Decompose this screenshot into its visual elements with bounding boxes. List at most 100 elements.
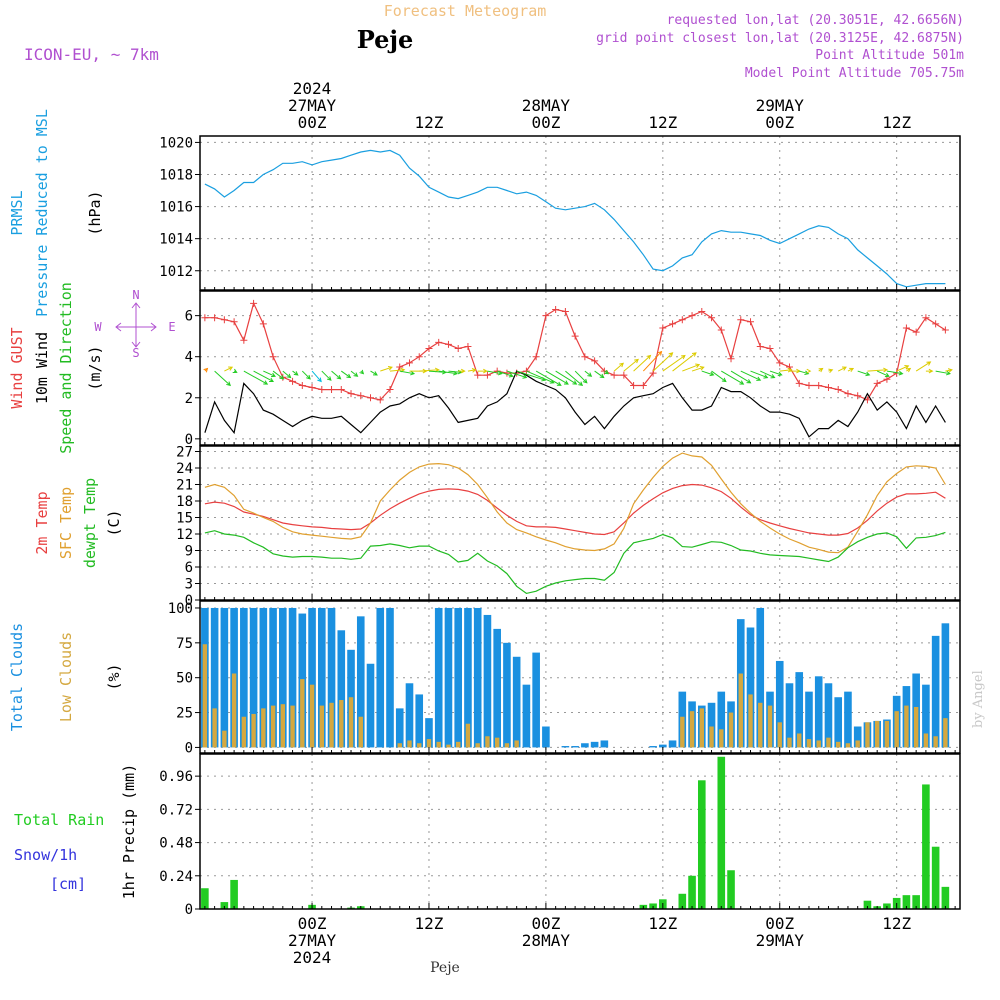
wind-arrow: [243, 370, 269, 385]
bar-total-clouds: [327, 607, 336, 748]
wind-arrow: [945, 368, 953, 373]
y-tick-label: 100: [168, 601, 193, 617]
time-label: 2024: [293, 79, 332, 98]
bar-total-rain: [220, 902, 229, 909]
gust-marker: [698, 308, 706, 316]
bar-total-clouds: [600, 740, 609, 748]
y-tick-label: 50: [176, 671, 193, 687]
wind-arrow: [847, 367, 855, 373]
gust-marker: [337, 386, 345, 394]
bar-total-clouds: [240, 607, 248, 748]
y-tick-label: 0.24: [159, 869, 193, 885]
bar-low-clouds: [738, 673, 743, 748]
gust-marker: [571, 332, 579, 340]
wind-arrow: [906, 367, 912, 373]
wind-arrow: [535, 370, 562, 386]
requested-coords: requested lon,lat (20.3051E, 42.6656N): [667, 13, 964, 28]
bar-total-rain: [931, 846, 940, 909]
bar-low-clouds: [358, 716, 363, 748]
series-line: [204, 301, 946, 401]
y-tick-label: 4: [185, 350, 193, 366]
bar-low-clouds: [465, 723, 471, 748]
gust-marker: [376, 396, 384, 404]
bar-total-clouds: [581, 743, 589, 748]
bar-total-rain: [727, 870, 735, 909]
wind-arrow: [253, 370, 275, 383]
bar-low-clouds: [845, 743, 851, 748]
wind-arrow: [652, 352, 674, 372]
wind-arrow: [584, 370, 593, 377]
bar-total-rain: [230, 879, 238, 909]
wind-arrow: [359, 369, 365, 375]
bar-low-clouds: [339, 700, 344, 748]
bar-low-clouds: [202, 644, 208, 748]
gust-marker: [863, 396, 871, 404]
bar-low-clouds: [719, 729, 724, 748]
location-title: Peje: [357, 25, 414, 54]
wind-arrow: [915, 361, 932, 372]
bar-total-clouds: [473, 607, 482, 748]
gust-marker: [844, 390, 852, 398]
bar-total-rain: [678, 893, 687, 909]
y-tick-label: 1014: [159, 232, 193, 248]
wind-arrow: [311, 370, 322, 383]
wind-arrow: [828, 368, 834, 374]
y-tick-label: 1016: [159, 200, 193, 216]
gust-marker: [922, 314, 930, 322]
bar-low-clouds: [689, 711, 695, 748]
y-tick-label: 21: [176, 478, 193, 494]
bar-low-clouds: [290, 705, 295, 748]
gust-marker: [298, 381, 306, 389]
y-axis-label: (m/s): [86, 345, 104, 390]
bar-total-clouds: [717, 691, 726, 748]
bar-low-clouds: [904, 705, 909, 748]
bar-total-rain: [863, 900, 872, 909]
wind-arrow: [506, 370, 528, 379]
wind-arrow: [214, 370, 231, 387]
bar-total-clouds: [668, 740, 677, 748]
gust-marker: [912, 328, 920, 336]
y-axis-label: 10m Wind: [33, 332, 51, 404]
gust-marker: [708, 314, 716, 322]
wind-arrow: [340, 370, 352, 379]
bar-low-clouds: [475, 743, 480, 748]
bar-total-clouds: [561, 746, 570, 748]
bar-total-clouds: [269, 607, 277, 748]
y-tick-label: 75: [176, 636, 193, 652]
wind-arrow: [594, 370, 605, 379]
y-tick-label: 9: [185, 544, 193, 560]
footer-location: Peje: [430, 960, 460, 976]
time-label: 00Z: [765, 113, 794, 132]
y-tick-label: 18: [176, 494, 193, 510]
y-tick-label: 1020: [159, 135, 193, 151]
wind-arrow: [574, 370, 588, 384]
time-label: 12Z: [882, 113, 911, 132]
y-axis-label: Low Clouds: [57, 632, 75, 722]
bar-low-clouds: [943, 718, 948, 748]
y-tick-label: 0.96: [159, 769, 193, 785]
time-label: 29MAY: [756, 96, 805, 115]
bar-total-clouds: [785, 683, 794, 748]
panel-frame: [199, 600, 961, 754]
wind-arrow: [545, 370, 569, 385]
bar-total-clouds: [659, 744, 667, 748]
bar-total-rain: [941, 886, 950, 909]
bar-total-clouds: [464, 607, 472, 748]
bar-total-clouds: [649, 746, 657, 748]
bar-low-clouds: [300, 679, 305, 748]
bar-total-clouds: [376, 607, 385, 748]
wind-arrow: [672, 352, 697, 372]
y-tick-label: 25: [176, 706, 193, 722]
time-label: 12Z: [648, 914, 677, 933]
bar-low-clouds: [709, 726, 714, 748]
bar-total-clouds: [542, 726, 550, 748]
bar-low-clouds: [436, 741, 441, 748]
bar-total-clouds: [853, 726, 862, 748]
bar-total-clouds: [941, 623, 950, 748]
bar-low-clouds: [816, 740, 821, 748]
y-axis-label: Wind GUST: [8, 327, 26, 408]
panel-frame: [199, 445, 961, 601]
bar-total-clouds: [405, 683, 414, 748]
gust-marker: [542, 312, 550, 320]
